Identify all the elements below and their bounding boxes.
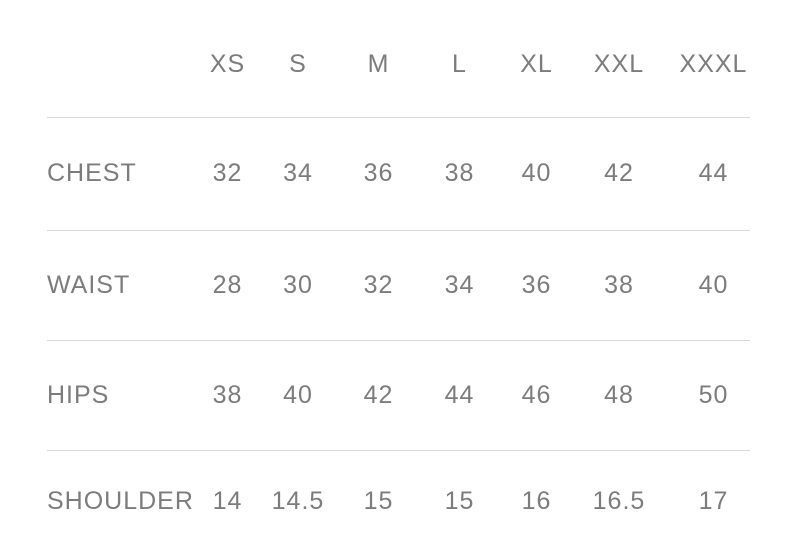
column-header-xl: XL xyxy=(520,50,553,78)
row-separator xyxy=(47,450,750,451)
cell-hips-xxl: 48 xyxy=(604,380,634,409)
row-label-hips: HIPS xyxy=(47,380,110,409)
header-row: XS S M L XL XXL XXXL xyxy=(0,0,794,117)
table-row-waist: WAIST 28 30 32 34 36 38 40 xyxy=(0,230,794,340)
cell-waist-l: 34 xyxy=(444,270,475,299)
row-label-waist: WAIST xyxy=(47,270,131,299)
cell-shoulder-xxxl: 17 xyxy=(698,486,729,515)
cell-shoulder-xxl: 16.5 xyxy=(592,486,646,515)
corner-cell xyxy=(0,0,195,117)
cell-waist-m: 32 xyxy=(363,270,394,299)
row-separator xyxy=(47,230,750,231)
column-header-xxxl: XXXL xyxy=(679,50,748,78)
cell-chest-l: 38 xyxy=(444,159,475,187)
cell-chest-xxl: 42 xyxy=(604,159,634,187)
cell-waist-s: 30 xyxy=(283,270,313,299)
cell-waist-xxxl: 40 xyxy=(698,270,729,299)
cell-chest-s: 34 xyxy=(283,159,313,187)
column-header-s: S xyxy=(289,50,307,78)
column-header-l: L xyxy=(452,50,467,78)
cell-waist-xxl: 38 xyxy=(604,270,634,299)
cell-hips-xs: 38 xyxy=(212,380,243,409)
cell-hips-xl: 46 xyxy=(521,380,552,409)
cell-shoulder-m: 15 xyxy=(363,486,394,515)
table-row-hips: HIPS 38 40 42 44 46 48 50 xyxy=(0,340,794,450)
cell-waist-xs: 28 xyxy=(212,270,243,299)
cell-waist-xl: 36 xyxy=(521,270,552,299)
row-separator xyxy=(47,117,750,118)
cell-shoulder-s: 14.5 xyxy=(271,486,325,515)
cell-hips-m: 42 xyxy=(363,380,394,409)
column-header-xxl: XXL xyxy=(593,50,645,78)
table-row-chest: CHEST 32 34 36 38 40 42 44 xyxy=(0,117,794,230)
cell-hips-xxxl: 50 xyxy=(698,380,729,409)
column-header-m: M xyxy=(367,50,390,78)
row-separator xyxy=(47,340,750,341)
cell-chest-m: 36 xyxy=(363,159,394,187)
cell-chest-xl: 40 xyxy=(521,159,552,187)
row-label-shoulder: SHOULDER xyxy=(47,486,194,515)
cell-chest-xxxl: 44 xyxy=(698,159,729,187)
table-row-shoulder: SHOULDER 14 14.5 15 15 16 16.5 17 xyxy=(0,450,794,552)
cell-shoulder-xl: 16 xyxy=(521,486,552,515)
cell-hips-s: 40 xyxy=(283,380,313,409)
row-label-chest: CHEST xyxy=(47,159,137,187)
cell-shoulder-xs: 14 xyxy=(212,486,243,515)
column-header-xs: XS xyxy=(209,50,246,78)
cell-shoulder-l: 15 xyxy=(444,486,475,515)
cell-hips-l: 44 xyxy=(444,380,475,409)
cell-chest-xs: 32 xyxy=(212,159,243,187)
